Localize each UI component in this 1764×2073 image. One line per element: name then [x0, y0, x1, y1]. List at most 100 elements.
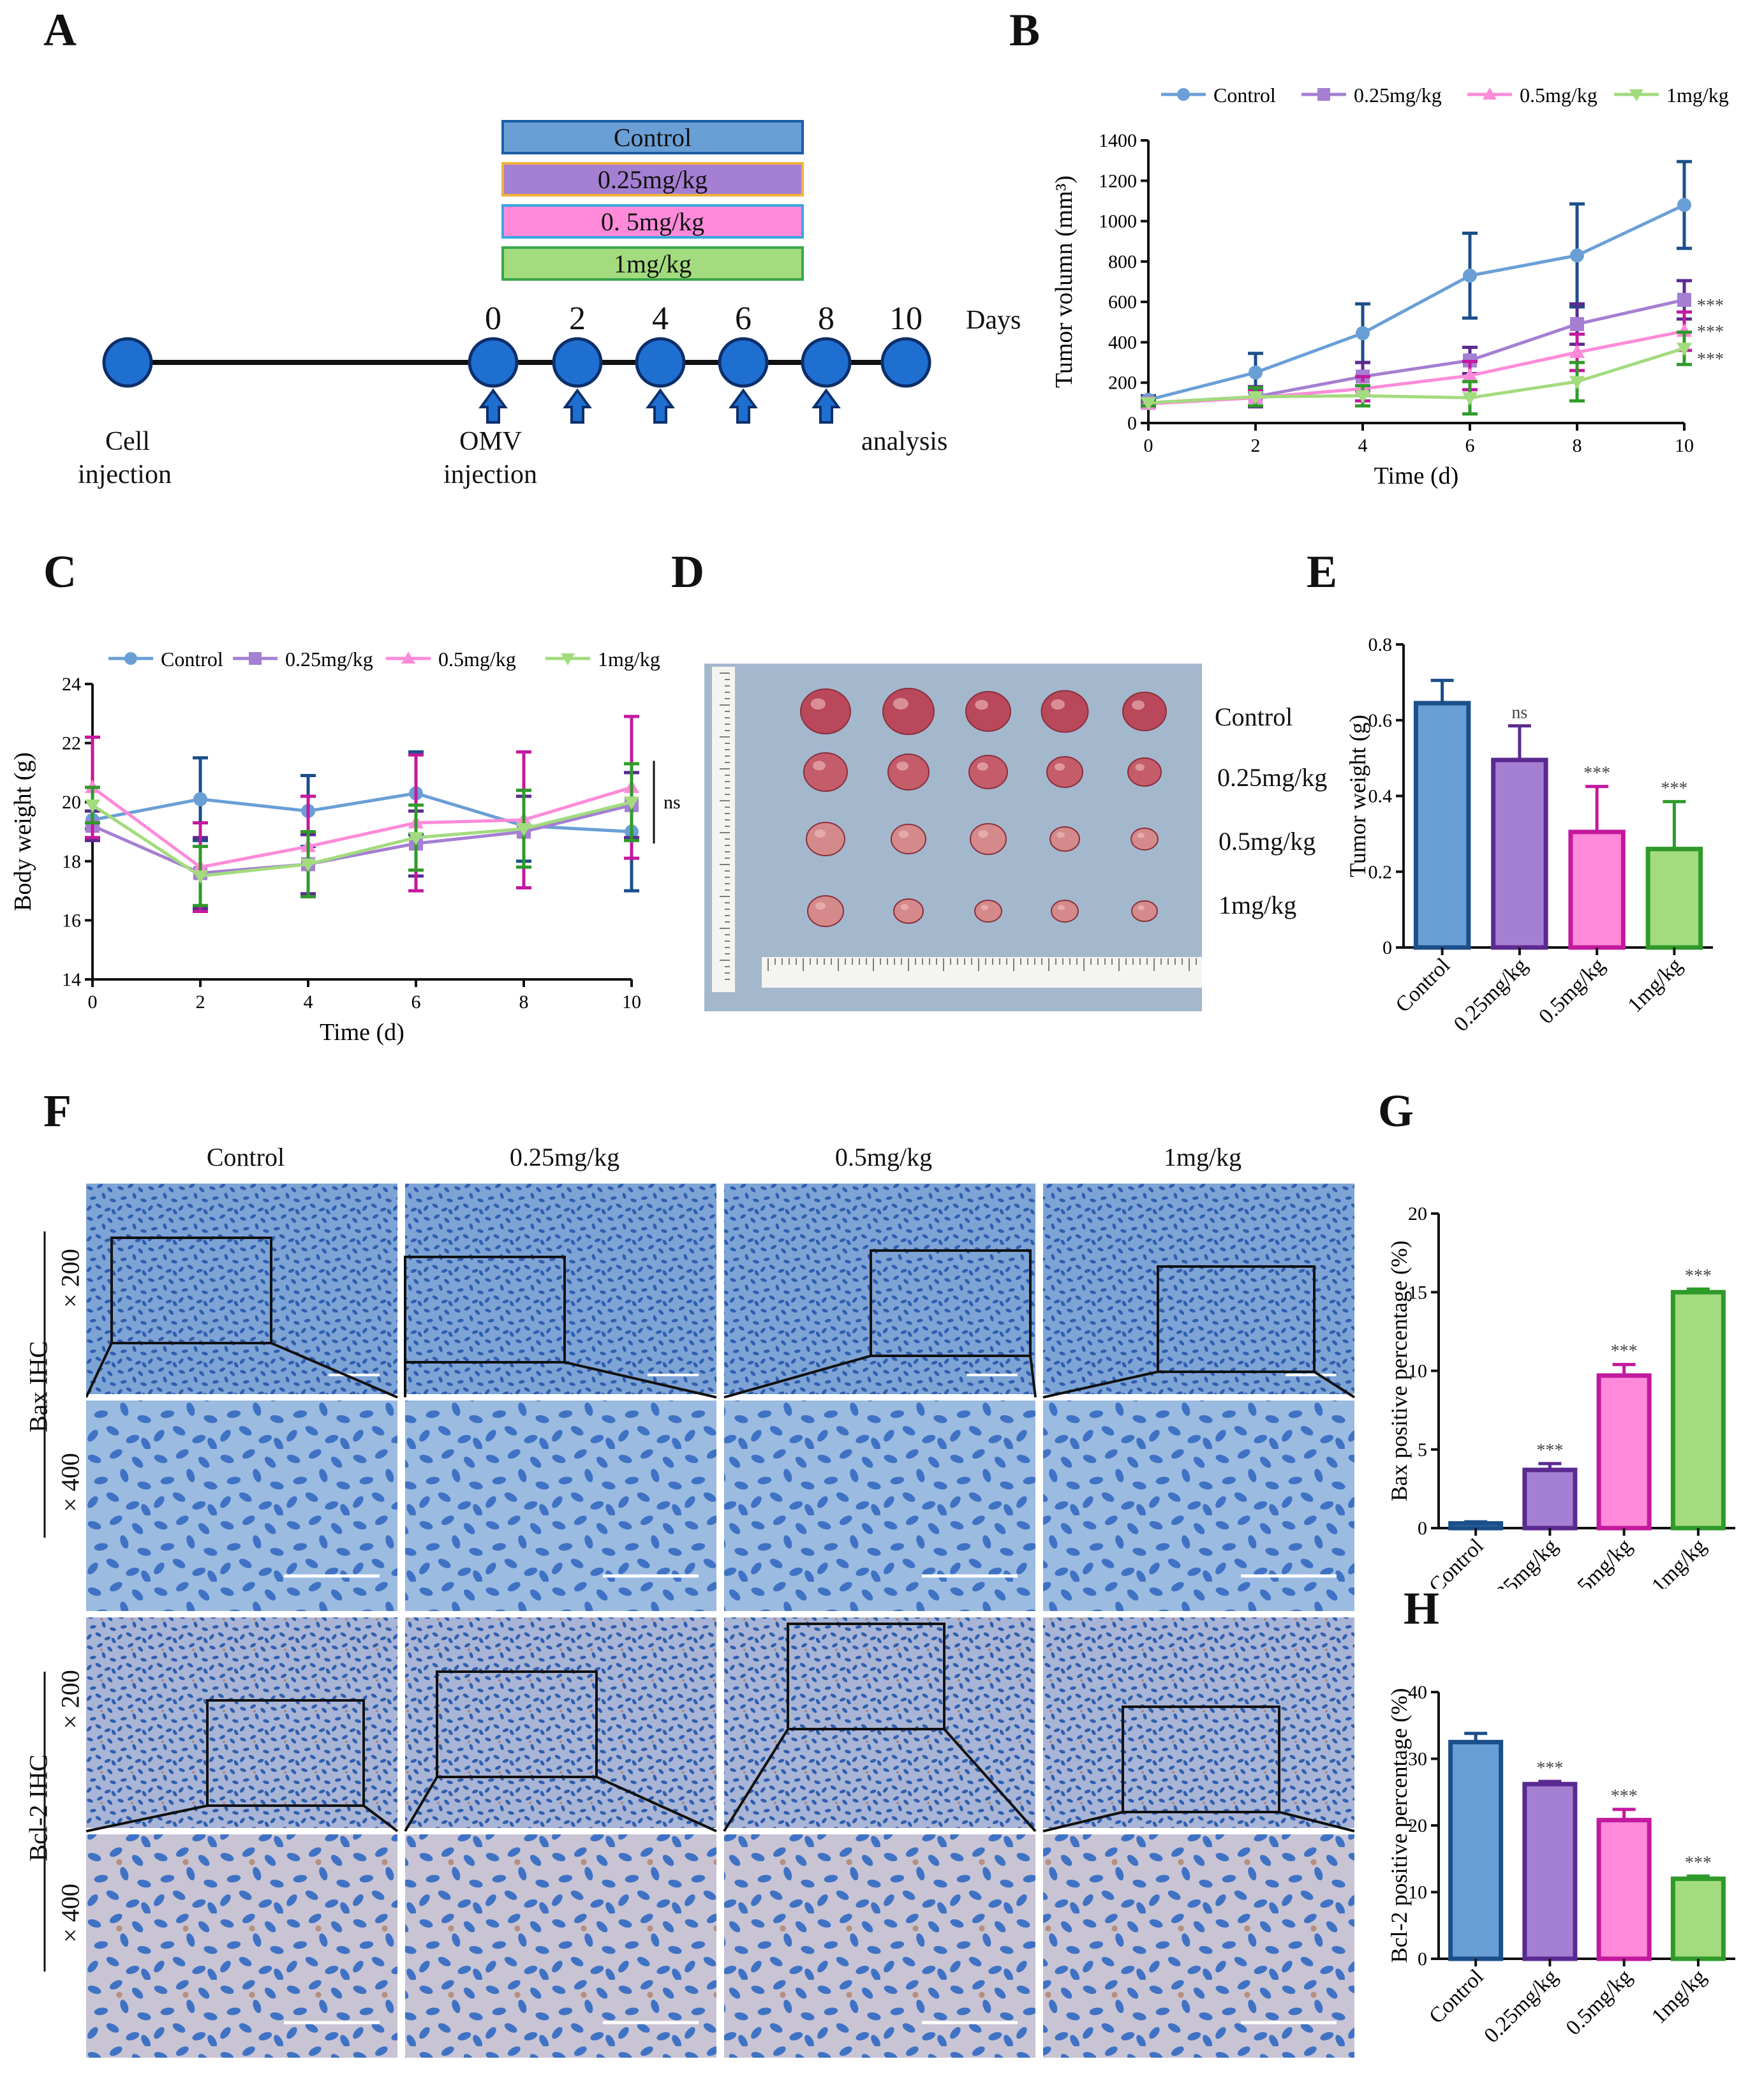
cell-label: Cell	[105, 427, 150, 456]
tumor-highlight	[900, 903, 908, 910]
series-line	[1148, 203, 1686, 402]
y-tick-label: 20	[1408, 1815, 1427, 1836]
injection-arrow-icon	[478, 388, 508, 424]
tumor-photo	[704, 664, 1202, 1011]
zoom-line	[723, 1355, 871, 1399]
day-label: 8	[818, 301, 834, 337]
tumor-highlight	[896, 761, 908, 771]
data-point	[192, 870, 209, 884]
y-axis-title: Bcl-2 positive percentage (%)	[1386, 1688, 1412, 1963]
x-tick-label: Control	[1425, 1965, 1488, 2028]
tumor-sample	[887, 754, 930, 791]
timeline-node-1	[468, 337, 519, 388]
group-box-05: 0. 5mg/kg	[501, 204, 804, 239]
bar	[1568, 829, 1626, 950]
x-tick-label: 1mg/kg	[1647, 1965, 1711, 2028]
legend-label: Control	[161, 648, 223, 671]
timeline-node-3	[635, 337, 686, 388]
series-line	[1148, 346, 1685, 405]
mag-400-bax: × 400	[56, 1453, 85, 1512]
panel-label-g: G	[1378, 1085, 1414, 1136]
zoom-line	[362, 1804, 399, 1832]
chart-e-tumor-weight: 0 0.2 0.4 0.6 0.8 Tumor weight (g) Control ns 0.…	[1345, 634, 1713, 1036]
tumor-sample	[1046, 756, 1083, 788]
injection-arrow-icon	[563, 388, 592, 424]
y-tick-label: 16	[62, 910, 81, 931]
bar	[1491, 757, 1548, 950]
significance-label: ***	[1697, 296, 1724, 316]
series-line	[91, 785, 632, 869]
data-point	[1676, 343, 1693, 357]
injection-arrow-icon	[812, 388, 841, 424]
y-tick-label: 0.6	[1368, 710, 1393, 731]
y-tick-label: 1400	[1099, 130, 1137, 151]
y-tick-label: 14	[62, 969, 81, 990]
tumor-highlight	[1135, 764, 1145, 771]
tumor-sample	[974, 900, 1002, 923]
tumor-highlight	[814, 829, 826, 838]
tumor-highlight	[1132, 700, 1145, 710]
legend-label: Control	[1213, 84, 1276, 107]
data-point	[1140, 397, 1157, 411]
ruler-vertical	[712, 667, 735, 992]
mag-400-bcl2: × 400	[56, 1884, 85, 1943]
tumor-sample	[1127, 757, 1162, 787]
y-tick-label: 0.8	[1368, 634, 1393, 655]
y-axis-title: Body weight (g)	[10, 752, 36, 911]
zoom-line	[1042, 1371, 1159, 1399]
cell-injection-label: injection	[78, 460, 172, 489]
data-point	[408, 831, 424, 845]
ihc-image	[1043, 1401, 1354, 1611]
day-label: 2	[569, 301, 586, 337]
tumor-highlight	[975, 699, 988, 710]
data-point	[1677, 292, 1691, 307]
timeline-node-6	[880, 337, 931, 388]
y-tick-label: 0	[1127, 413, 1137, 434]
tumor-highlight	[1057, 905, 1065, 910]
ihc-col-05: 0.5mg/kg	[834, 1143, 933, 1171]
ihc-image	[405, 1834, 716, 2058]
x-tick-label: 0	[88, 992, 98, 1013]
panel-d-tumor-photo: Control 0.25mg/kg 0.5mg/kg 1mg/kg	[704, 664, 1327, 1011]
zoom-box	[404, 1256, 566, 1363]
bar	[1645, 847, 1703, 950]
legend-label: 0.25mg/kg	[1354, 84, 1442, 107]
y-tick-label: 20	[62, 792, 81, 813]
data-point	[1249, 365, 1263, 380]
x-tick-label: Control	[1425, 1534, 1488, 1589]
tumor-highlight	[978, 830, 988, 838]
y-tick-label: 22	[62, 733, 81, 754]
y-tick-label: 20	[1408, 1203, 1427, 1224]
bar	[1448, 1521, 1504, 1531]
ihc-image	[1043, 1184, 1354, 1394]
x-tick-label: 1mg/kg	[1623, 953, 1687, 1017]
significance-label: ***	[1611, 1787, 1638, 1806]
significance-label: ***	[1536, 1441, 1563, 1460]
data-point	[249, 652, 262, 665]
tumor-highlight	[1056, 831, 1065, 838]
legend-label: 0.5mg/kg	[438, 648, 516, 671]
zoom-line	[271, 1342, 398, 1399]
panel-label-f: F	[43, 1085, 71, 1136]
y-axis-title: Tumor volumn (mm³)	[1051, 175, 1078, 388]
data-point	[1356, 326, 1370, 341]
mag-200-bax: × 200	[56, 1249, 85, 1308]
tumor-sample	[970, 823, 1007, 855]
tumor-highlight	[813, 761, 826, 771]
panel-label-e: E	[1307, 546, 1338, 597]
timeline-node-5	[801, 337, 852, 388]
zoom-box	[436, 1670, 598, 1778]
photo-row-label: 0.25mg/kg	[1217, 763, 1328, 792]
data-point	[623, 796, 640, 810]
bar	[1522, 1467, 1578, 1531]
significance-label: ns	[1511, 703, 1527, 723]
panel-label-a: A	[43, 4, 77, 56]
day-label: 10	[889, 301, 923, 337]
bar	[1596, 1818, 1652, 1961]
tumor-sample	[806, 822, 845, 856]
x-tick-label: 6	[1465, 435, 1475, 456]
ihc-image	[86, 1834, 397, 2058]
zoom-line	[86, 1342, 113, 1398]
y-tick-label: 1000	[1099, 211, 1137, 232]
y-tick-label: 24	[62, 674, 81, 695]
